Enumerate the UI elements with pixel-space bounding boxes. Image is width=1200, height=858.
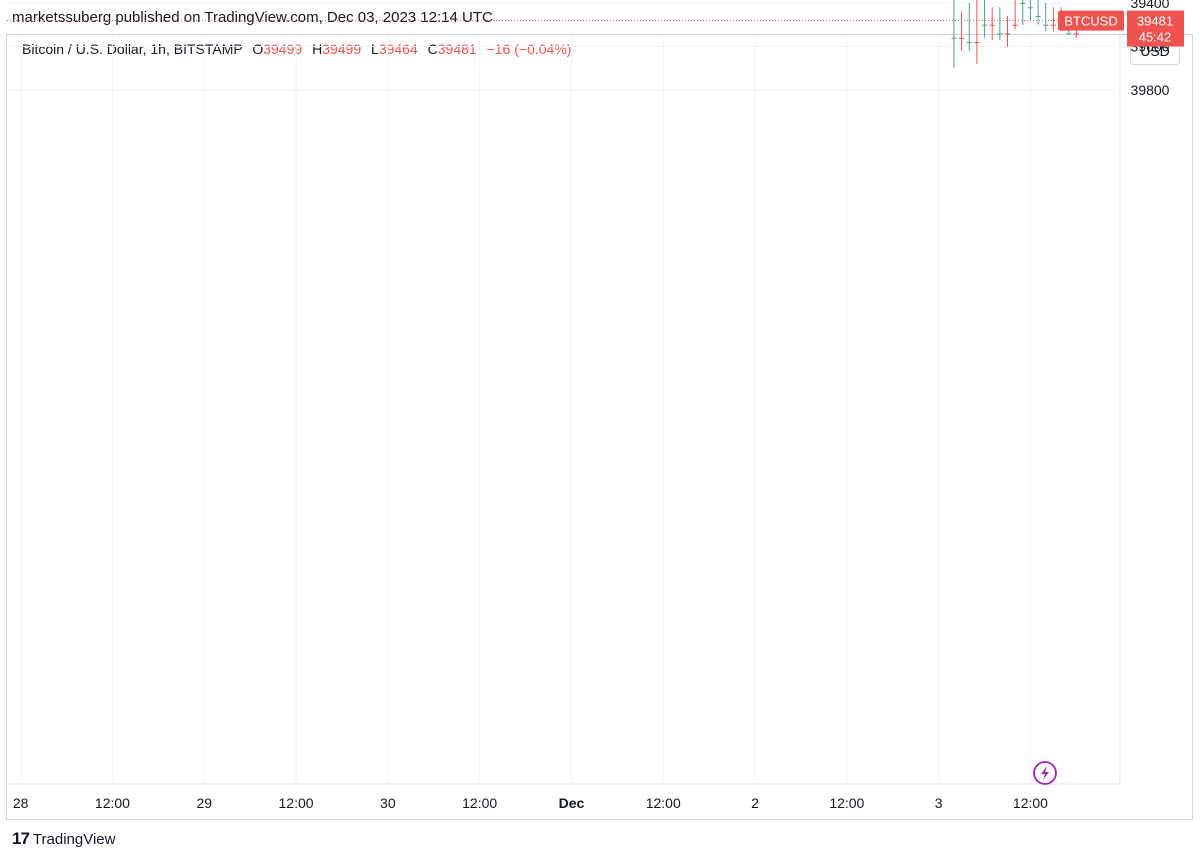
candle <box>974 0 980 64</box>
candle <box>1027 0 1034 21</box>
close-value: 39481 <box>437 41 477 57</box>
open-value: 39499 <box>263 41 303 57</box>
x-tick-label: 12:00 <box>95 795 130 811</box>
candle-body <box>966 42 972 44</box>
high-value: 39499 <box>322 41 362 57</box>
candle-body <box>997 33 1003 35</box>
candle-body <box>974 42 980 44</box>
candle-body <box>1043 24 1049 26</box>
x-tick-label: 12:00 <box>1013 795 1048 811</box>
candles <box>951 0 1087 69</box>
candle-body <box>1073 33 1079 35</box>
high-label: H <box>312 41 323 57</box>
change-value: −16 (−0.04%) <box>486 41 572 57</box>
price-tag-symbol: BTCUSD <box>1064 14 1117 29</box>
x-tick-label: 12:00 <box>829 795 864 811</box>
x-axis: 28 12:00 29 12:00 30 12:00 Dec 12:00 2 12:00 3 12:0… <box>7 783 1120 811</box>
candle <box>951 0 957 69</box>
price-tag: BTCUSD 39481 45:42 <box>1058 10 1184 47</box>
price-tag-value-bg <box>1127 10 1184 47</box>
x-tick-label: 12:00 <box>279 795 314 811</box>
grid-lines <box>7 2 1114 784</box>
candle-body <box>1066 33 1072 35</box>
x-tick-label: Dec <box>559 795 585 811</box>
alert-button[interactable] <box>1033 761 1057 785</box>
y-axis: 3680037000372003740037600378003800038200… <box>1119 0 1170 784</box>
candle-body <box>951 37 957 39</box>
candle <box>1004 15 1011 47</box>
candle <box>966 2 972 51</box>
y-tick-label: 39800 <box>1131 82 1170 98</box>
x-tick-label: 30 <box>380 795 396 811</box>
candle <box>1020 0 1026 25</box>
candle-body <box>1004 33 1011 35</box>
y-tick-label: 39400 <box>1131 0 1170 11</box>
low-value: 39464 <box>378 41 418 57</box>
footer-brand: TradingView <box>32 830 116 848</box>
candle <box>981 0 988 38</box>
x-tick-label: 12:00 <box>646 795 681 811</box>
candle <box>997 7 1003 40</box>
candle-body <box>1012 24 1018 26</box>
candle-body <box>959 37 965 39</box>
candle-body <box>1050 24 1056 26</box>
candle <box>959 11 965 51</box>
candle-body <box>981 24 988 26</box>
lightning-icon <box>1041 766 1049 780</box>
candle <box>989 7 995 40</box>
x-tick-label: 2 <box>751 795 759 811</box>
publisher-line: marketssuberg published on TradingView.c… <box>12 9 493 26</box>
x-tick-label: 3 <box>935 795 943 811</box>
candle-body <box>1035 15 1041 17</box>
footer-logo[interactable]: 17 TradingView <box>12 829 115 849</box>
price-tag-value: 39481 <box>1137 14 1173 29</box>
candle <box>1043 2 1049 32</box>
candle <box>1050 7 1056 32</box>
tradingview-logo-icon: 17 <box>12 829 30 848</box>
low-label: L <box>371 41 379 57</box>
candle <box>1035 0 1041 25</box>
ohlc-legend: Bitcoin / U.S. Dollar, 1h, BITSTAMP O394… <box>22 41 571 57</box>
x-tick-label: 12:00 <box>462 795 497 811</box>
x-tick-label: 29 <box>196 795 212 811</box>
candle <box>1012 0 1018 30</box>
close-label: C <box>427 41 438 57</box>
candle-body <box>1027 7 1034 9</box>
open-label: O <box>252 41 264 57</box>
candle-body <box>989 24 995 26</box>
symbol-description: Bitcoin / U.S. Dollar, 1h, BITSTAMP <box>22 41 243 57</box>
price-tag-symbol-bg <box>1058 10 1124 31</box>
x-tick-label: 28 <box>13 795 29 811</box>
candle-body <box>1020 2 1026 4</box>
chart-frame <box>6 34 1193 820</box>
price-tag-countdown: 45:42 <box>1139 30 1172 45</box>
